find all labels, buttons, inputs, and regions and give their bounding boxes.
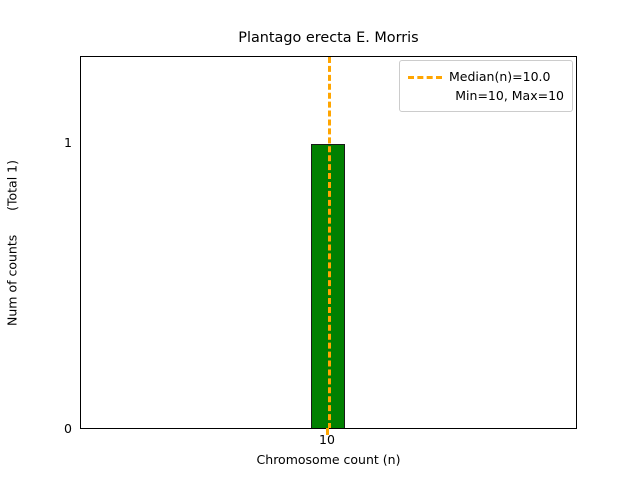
x-tick-label-10: 10 [319,432,335,447]
median-line [328,57,331,428]
y-axis-label-container: Num of counts (Total 1) [0,56,24,429]
y-tick-label-1: 1 [64,135,72,150]
legend-entry-median: Median(n)=10.0 [408,67,564,86]
y-tick-label-0: 0 [64,421,72,436]
legend-entry-minmax: Min=10, Max=10 [408,86,564,105]
legend: Median(n)=10.0 Min=10, Max=10 [399,60,573,112]
chart-title: Plantago erecta E. Morris [238,30,419,46]
legend-label-median: Median(n)=10.0 [449,68,551,84]
x-axis-label: Chromosome count (n) [256,452,401,467]
y-tick-mark-1 [80,144,81,145]
dashed-line-icon [408,70,442,84]
legend-label-minmax: Min=10, Max=10 [455,87,564,103]
plot-area [80,56,577,429]
median-line-tick-stub [326,428,329,435]
y-axis-label: Num of counts (Total 1) [4,159,20,326]
